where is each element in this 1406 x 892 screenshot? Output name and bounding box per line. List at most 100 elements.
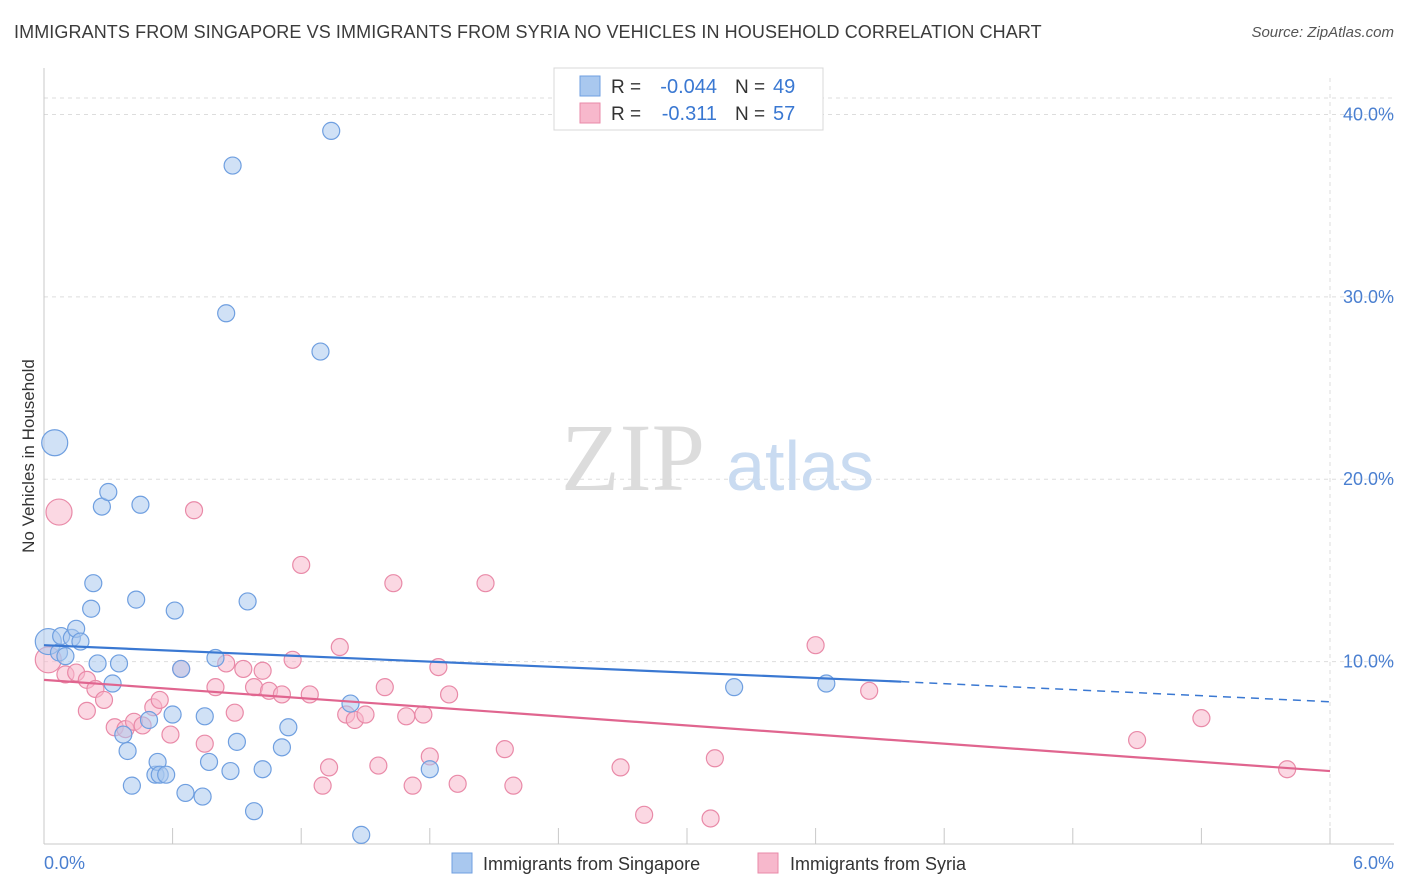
data-point-singapore (157, 765, 176, 784)
data-point-syria (283, 650, 302, 669)
data-point-syria (244, 678, 264, 697)
data-point-syria (272, 685, 292, 704)
data-point-syria (313, 776, 332, 795)
y-axis-label: No Vehicles in Household (19, 359, 38, 553)
data-point-singapore (41, 429, 69, 457)
data-point-syria (234, 659, 253, 679)
data-point-syria (403, 776, 422, 795)
y-tick-labels: 10.0% 20.0% 30.0% 40.0% (1343, 104, 1394, 671)
data-point-syria (495, 740, 514, 759)
data-point-singapore (139, 710, 159, 730)
data-point-singapore (82, 599, 101, 618)
data-point-singapore (176, 783, 195, 803)
data-point-singapore (352, 825, 371, 844)
data-point-singapore (88, 654, 107, 673)
data-point-syria (45, 498, 73, 526)
legend-n-value-syria: 57 (773, 103, 795, 125)
data-point-syria (414, 705, 433, 724)
x-tick-label-min: 0.0% (44, 853, 85, 873)
data-point-singapore (193, 787, 212, 806)
data-point-syria (330, 637, 349, 657)
data-point-singapore (311, 342, 330, 361)
data-point-singapore (199, 752, 219, 772)
data-point-syria (439, 685, 459, 704)
trend-line-singapore (43, 644, 902, 683)
x-tick-label-max: 6.0% (1353, 853, 1394, 873)
data-point-syria (701, 809, 720, 828)
data-point-syria (184, 501, 204, 520)
data-point-singapore (279, 718, 298, 737)
data-point-syria (476, 574, 495, 593)
y-tick-label: 30.0% (1343, 287, 1394, 307)
bottom-legend-swatch-singapore (451, 852, 473, 874)
data-point-syria (611, 758, 630, 777)
data-point-singapore (163, 705, 182, 724)
bottom-legend-label-singapore: Immigrants from Singapore (483, 854, 700, 874)
data-point-singapore (272, 738, 292, 757)
data-point-singapore (195, 707, 214, 726)
data-point-singapore (253, 760, 272, 779)
chart-title: IMMIGRANTS FROM SINGAPORE VS IMMIGRANTS … (14, 22, 1042, 42)
data-point-syria (94, 690, 114, 710)
watermark: ZIP atlas (561, 404, 874, 511)
data-point-syria (356, 705, 375, 724)
data-point-singapore (341, 694, 360, 713)
data-point-singapore (118, 741, 137, 761)
stats-legend: R = -0.044 N = 49 R = -0.311 N = 57 (553, 67, 824, 131)
data-point-syria (397, 707, 416, 726)
series-legend: Immigrants from Singapore Immigrants fro… (451, 852, 967, 874)
data-point-syria (448, 774, 467, 793)
legend-n-label: N = (735, 104, 765, 125)
legend-swatch-singapore (579, 75, 601, 97)
y-tick-label: 20.0% (1343, 469, 1394, 489)
data-point-singapore (217, 304, 236, 323)
data-point-syria (1192, 709, 1211, 728)
legend-r-label: R = (611, 77, 641, 98)
trend-line-syria (43, 678, 1331, 773)
data-point-singapore (227, 732, 246, 751)
bottom-legend-swatch-syria (757, 852, 779, 874)
trend-line-singapore-extrapolated (901, 680, 1331, 703)
data-point-singapore (99, 482, 118, 502)
legend-n-label: N = (735, 77, 765, 98)
watermark-atlas: atlas (726, 427, 874, 505)
series-singapore-points (34, 121, 836, 844)
data-point-syria (253, 661, 272, 680)
source-label: Source: ZipAtlas.com (1251, 24, 1394, 41)
data-point-syria (161, 725, 180, 744)
data-point-syria (150, 690, 169, 710)
trend-lines (43, 644, 1331, 773)
data-point-syria (195, 734, 214, 753)
watermark-zip: ZIP (561, 404, 705, 511)
data-point-singapore (172, 659, 191, 679)
data-point-singapore (56, 647, 75, 666)
data-point-syria (77, 701, 96, 720)
legend-r-label: R = (611, 104, 641, 125)
data-point-singapore (420, 760, 439, 779)
data-point-singapore (131, 495, 150, 514)
data-point-singapore (223, 156, 242, 175)
data-point-singapore (725, 678, 744, 697)
data-point-syria (300, 685, 319, 704)
x-tick-labels: 0.0% 6.0% (44, 853, 1394, 873)
gridlines (44, 78, 1394, 844)
legend-swatch-syria (579, 102, 601, 124)
data-point-syria (225, 703, 244, 722)
data-point-singapore (109, 654, 129, 673)
bottom-legend-label-syria: Immigrants from Syria (790, 854, 967, 874)
data-point-syria (806, 636, 825, 655)
data-point-singapore (165, 601, 184, 620)
data-point-syria (705, 749, 724, 768)
data-point-singapore (114, 725, 133, 744)
data-point-syria (860, 681, 879, 700)
legend-r-value-syria: -0.311 (662, 103, 717, 125)
data-point-syria (384, 574, 403, 593)
data-point-singapore (322, 121, 341, 140)
data-point-singapore (122, 776, 141, 795)
data-point-singapore (84, 574, 103, 593)
legend-n-value-singapore: 49 (773, 76, 795, 98)
y-tick-label: 40.0% (1343, 104, 1394, 124)
data-point-singapore (127, 590, 146, 609)
data-point-syria (319, 758, 339, 777)
